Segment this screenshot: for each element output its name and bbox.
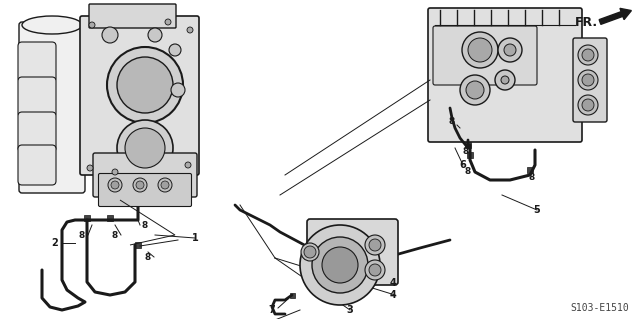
Bar (307, 245, 313, 251)
Text: 8: 8 (449, 117, 455, 127)
Text: 8: 8 (79, 231, 85, 240)
Text: S103-E1510: S103-E1510 (570, 303, 628, 313)
FancyArrow shape (599, 8, 632, 24)
Circle shape (498, 38, 522, 62)
Text: 8: 8 (145, 254, 151, 263)
Circle shape (87, 165, 93, 171)
Bar (84, 215, 90, 221)
Circle shape (322, 247, 358, 283)
Circle shape (187, 27, 193, 33)
FancyBboxPatch shape (18, 145, 56, 185)
Circle shape (304, 246, 316, 258)
Text: 8: 8 (142, 220, 148, 229)
Text: 3: 3 (347, 305, 353, 315)
FancyBboxPatch shape (18, 112, 56, 152)
Circle shape (136, 181, 144, 189)
Circle shape (369, 239, 381, 251)
FancyBboxPatch shape (80, 16, 199, 175)
Circle shape (312, 237, 368, 293)
FancyBboxPatch shape (433, 26, 537, 85)
Ellipse shape (27, 121, 49, 149)
Circle shape (161, 181, 169, 189)
FancyBboxPatch shape (18, 42, 56, 82)
Text: 7: 7 (269, 305, 275, 315)
Circle shape (501, 76, 509, 84)
Circle shape (117, 120, 173, 176)
FancyBboxPatch shape (93, 153, 197, 197)
Bar (135, 242, 141, 248)
Circle shape (107, 47, 183, 123)
FancyBboxPatch shape (307, 219, 398, 285)
Circle shape (89, 22, 95, 28)
Circle shape (133, 178, 147, 192)
Bar (465, 142, 471, 148)
Text: 1: 1 (191, 233, 198, 243)
Text: 2: 2 (52, 238, 58, 248)
Circle shape (108, 178, 122, 192)
Circle shape (578, 70, 598, 90)
Circle shape (504, 44, 516, 56)
FancyBboxPatch shape (19, 22, 85, 193)
FancyBboxPatch shape (99, 174, 191, 206)
Circle shape (111, 181, 119, 189)
Circle shape (578, 95, 598, 115)
FancyBboxPatch shape (428, 8, 582, 142)
Text: 4: 4 (390, 278, 396, 288)
Ellipse shape (27, 154, 49, 182)
Circle shape (495, 70, 515, 90)
Circle shape (171, 83, 185, 97)
Bar (289, 293, 294, 298)
Circle shape (165, 19, 171, 25)
Circle shape (148, 28, 162, 42)
Circle shape (300, 225, 380, 305)
Text: 5: 5 (534, 205, 540, 215)
Circle shape (582, 99, 594, 111)
Ellipse shape (27, 86, 49, 114)
Circle shape (578, 45, 598, 65)
Circle shape (185, 162, 191, 168)
Text: 6: 6 (460, 160, 467, 170)
Circle shape (112, 169, 118, 175)
Circle shape (466, 81, 484, 99)
Bar (107, 215, 113, 221)
Circle shape (102, 27, 118, 43)
FancyBboxPatch shape (89, 4, 176, 28)
Circle shape (117, 57, 173, 113)
Bar (467, 152, 473, 158)
Circle shape (365, 235, 385, 255)
Circle shape (301, 243, 319, 261)
Text: 4: 4 (390, 290, 396, 300)
Bar (527, 167, 533, 173)
Text: FR.: FR. (575, 16, 598, 28)
Circle shape (169, 44, 181, 56)
Circle shape (125, 128, 165, 168)
Circle shape (582, 74, 594, 86)
FancyBboxPatch shape (573, 38, 607, 122)
Ellipse shape (27, 51, 49, 79)
Bar (135, 192, 141, 198)
Circle shape (460, 75, 490, 105)
Circle shape (369, 264, 381, 276)
Text: 8: 8 (112, 231, 118, 240)
FancyBboxPatch shape (18, 77, 56, 117)
Text: 8: 8 (529, 174, 535, 182)
Circle shape (462, 32, 498, 68)
Bar (452, 117, 458, 123)
Circle shape (158, 178, 172, 192)
Circle shape (468, 38, 492, 62)
Ellipse shape (22, 16, 82, 34)
Circle shape (365, 260, 385, 280)
Text: 8: 8 (463, 147, 469, 157)
Text: 8: 8 (465, 167, 471, 176)
Circle shape (582, 49, 594, 61)
